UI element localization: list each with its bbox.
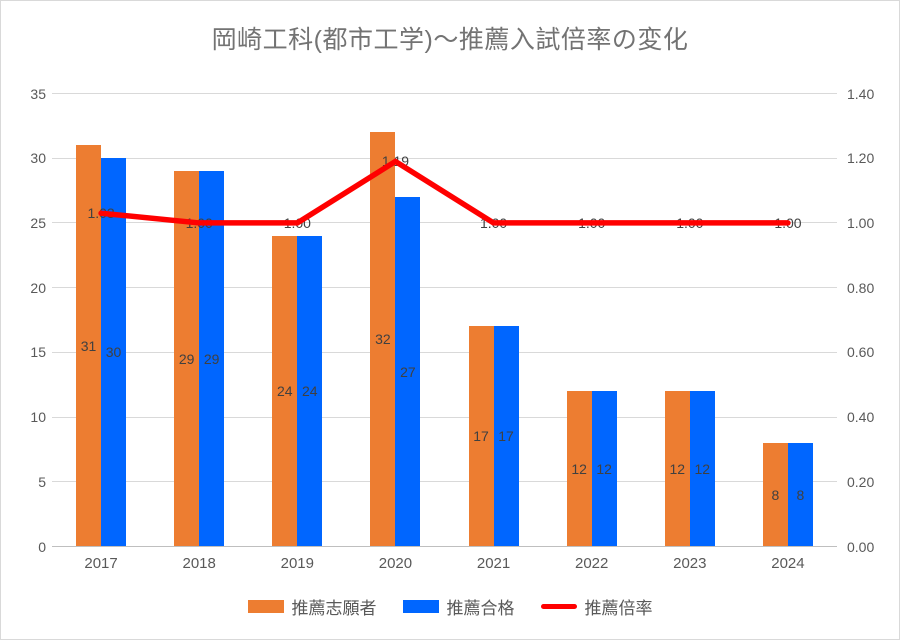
bar-accepted: [689, 391, 715, 547]
x-axis-label: 2018: [182, 555, 216, 572]
bar-label-accepted: 24: [302, 383, 318, 400]
x-axis-label: 2022: [575, 555, 609, 572]
legend-swatch-icon: [402, 600, 439, 613]
legend-label-applicants: 推薦志願者: [291, 599, 377, 618]
legend-item-accepted: 推薦合格: [402, 594, 515, 619]
left-axis-tick-label: 10: [30, 409, 46, 426]
bar-label-accepted: 12: [596, 460, 612, 477]
left-axis-tick-label: 30: [30, 150, 46, 167]
gridline: [52, 93, 837, 94]
right-axis-tick-label: 0.00: [847, 538, 875, 555]
bar-label-accepted: 8: [796, 486, 805, 503]
bar-label-accepted: 27: [400, 363, 416, 380]
bar-accepted: [787, 442, 813, 547]
bar-label-accepted: 17: [498, 428, 514, 445]
left-axis-tick-label: 0: [38, 538, 46, 555]
line-label-ratio: 1.00: [676, 214, 704, 231]
left-axis-tick-label: 5: [38, 473, 46, 490]
x-axis-label: 2023: [673, 555, 707, 572]
left-axis-tick-label: 20: [30, 279, 46, 296]
bar-label-accepted: 29: [203, 350, 220, 367]
bar-label-accepted: 12: [694, 460, 711, 477]
line-label-ratio: 1.00: [283, 214, 311, 231]
legend-item-applicants: 推薦志願者: [247, 594, 377, 619]
bar-label-applicants: 24: [277, 383, 293, 400]
line-label-ratio: 1.00: [578, 214, 606, 231]
bar-applicants: [174, 171, 200, 547]
bar-applicants: [76, 145, 102, 547]
legend-swatch-icon: [247, 600, 284, 613]
line-label-ratio: 1.00: [185, 214, 213, 231]
bar-applicants: [468, 326, 494, 547]
x-axis-label: 2021: [476, 555, 511, 572]
line-label-ratio: 1.00: [479, 214, 508, 231]
bar-accepted: [395, 197, 421, 547]
x-axis-label: 2019: [280, 555, 314, 572]
line-label-ratio: 1.19: [381, 153, 410, 170]
gridline: [52, 351, 837, 353]
right-axis-tick-label: 1.40: [847, 85, 875, 102]
legend: 推薦志願者 推薦合格 推薦倍率: [1, 594, 899, 619]
x-axis-label: 2024: [771, 555, 805, 572]
bar-applicants: [272, 235, 298, 547]
left-axis-tick-label: 25: [30, 214, 46, 231]
bar-label-applicants: 31: [80, 337, 97, 354]
right-axis-tick-label: 0.60: [847, 344, 875, 361]
chart-title: 岡崎工科(都市工学)～推薦入試倍率の変化: [211, 26, 689, 54]
bar-applicants: [664, 391, 690, 547]
gridline: [52, 481, 837, 483]
bar-applicants: [566, 391, 592, 547]
x-axis-line: [52, 546, 837, 547]
x-axis-label: 2020: [378, 555, 413, 572]
bar-label-applicants: 12: [571, 460, 587, 477]
legend-item-ratio: 推薦倍率: [540, 594, 653, 619]
legend-line-icon: [540, 604, 577, 609]
line-label-ratio: 1.00: [774, 214, 802, 231]
bar-label-applicants: 12: [669, 460, 686, 477]
bar-label-accepted: 30: [105, 344, 122, 361]
left-axis-tick-label: 15: [30, 344, 46, 361]
bar-label-applicants: 17: [473, 428, 489, 445]
bar-accepted: [297, 235, 323, 547]
bar-applicants: [762, 442, 788, 547]
right-axis-tick-label: 0.40: [847, 409, 875, 426]
right-axis-tick-label: 0.20: [847, 473, 875, 490]
x-axis-label: 2017: [84, 555, 118, 572]
legend-label-accepted: 推薦合格: [446, 599, 515, 618]
right-axis-tick-label: 1.00: [847, 214, 875, 231]
line-label-ratio: 1.03: [87, 205, 115, 222]
bar-accepted: [591, 391, 617, 547]
left-axis-tick-label: 35: [30, 85, 46, 102]
gridline: [52, 287, 837, 289]
bar-accepted: [199, 171, 225, 547]
bar-label-applicants: 32: [375, 331, 391, 348]
legend-label-ratio: 推薦倍率: [584, 599, 653, 618]
bar-label-applicants: 29: [178, 350, 195, 367]
gridline: [52, 222, 837, 224]
right-axis-tick-label: 0.80: [847, 279, 875, 296]
right-axis-tick-label: 1.20: [847, 150, 875, 167]
gridline: [52, 416, 837, 418]
bar-label-applicants: 8: [771, 486, 780, 503]
gridline: [52, 157, 837, 159]
bar-accepted: [493, 326, 519, 547]
